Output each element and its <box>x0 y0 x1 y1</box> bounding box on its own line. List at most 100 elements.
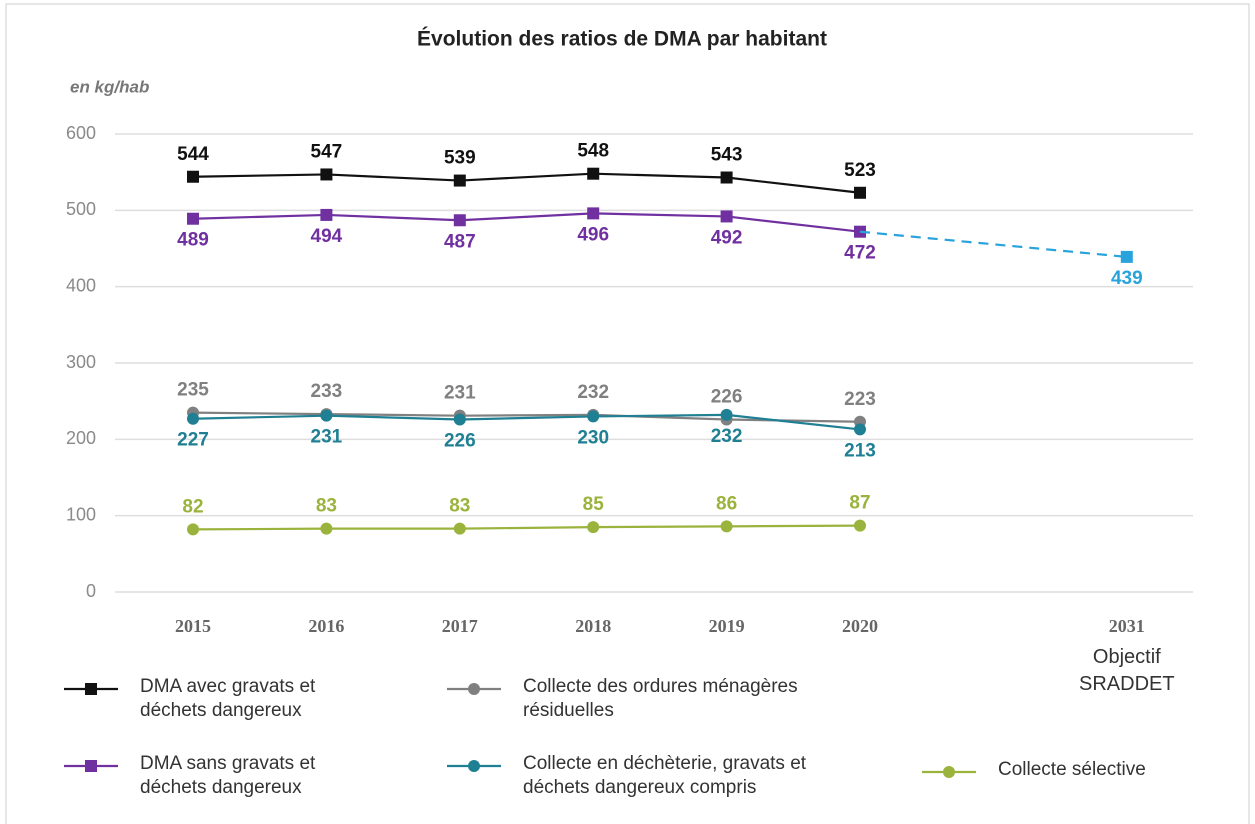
data-label: 235 <box>177 380 209 401</box>
data-label: 496 <box>577 224 609 245</box>
x-tick-label: 2031 <box>1109 616 1145 636</box>
legend-item: Collecte des ordures ménagères résiduell… <box>445 675 865 725</box>
marker <box>720 408 733 421</box>
legend-label: Collecte en déchèterie, gravats et déche… <box>523 753 807 798</box>
y-tick-label: 400 <box>66 275 96 295</box>
marker <box>854 423 866 436</box>
series-line <box>192 172 861 194</box>
marker <box>854 186 866 199</box>
legend-swatch <box>922 766 976 778</box>
frame <box>5 3 1250 824</box>
x-tick-label: 2015 <box>175 616 211 636</box>
y-tick-label: 100 <box>66 504 96 524</box>
legend-label: DMA avec gravats et déchets dangereux <box>140 676 316 721</box>
data-label: 233 <box>311 381 343 402</box>
legend-label: Collecte des ordures ménagères résiduell… <box>523 676 798 721</box>
x-tick-label: 2019 <box>709 616 745 636</box>
x-tick-label: 2018 <box>575 616 611 636</box>
data-label: 523 <box>844 160 876 181</box>
data-label: 85 <box>583 494 605 515</box>
data-label: 231 <box>444 383 476 404</box>
data-label: 230 <box>577 427 609 448</box>
data-label: 223 <box>844 389 876 410</box>
legend-marker <box>943 766 955 778</box>
series-line <box>192 524 861 531</box>
legend-marker <box>85 683 97 695</box>
marker <box>320 208 333 221</box>
legend-item: Collecte sélective <box>920 758 1220 808</box>
data-label: 439 <box>1111 268 1143 289</box>
series-line <box>192 212 861 233</box>
data-label: 547 <box>311 141 343 162</box>
data-label: 232 <box>711 426 743 447</box>
marker <box>453 413 466 426</box>
marker <box>453 214 466 227</box>
legend-swatch <box>64 683 118 695</box>
marker <box>187 412 199 425</box>
marker <box>587 410 600 423</box>
marker <box>320 168 333 181</box>
legend-item: DMA sans gravats et déchets dangereux <box>62 752 382 802</box>
x-annotation: Objectif SRADDET <box>1079 646 1175 695</box>
marker <box>187 170 199 183</box>
legend-swatch <box>447 760 501 772</box>
data-label: 83 <box>316 496 337 517</box>
y-tick-label: 300 <box>66 352 96 372</box>
marker <box>453 522 466 535</box>
data-label: 83 <box>449 496 470 517</box>
data-label: 539 <box>444 148 476 169</box>
data-label: 494 <box>311 226 343 247</box>
y-tick-label: 500 <box>66 199 96 219</box>
x-tick-label: 2020 <box>842 616 878 636</box>
series-line <box>192 413 861 431</box>
data-label: 472 <box>844 243 876 264</box>
legend-item: Collecte en déchèterie, gravats et déche… <box>445 752 865 802</box>
marker <box>187 523 199 536</box>
data-label: 213 <box>844 440 876 461</box>
data-label: 82 <box>182 496 203 517</box>
legend-marker <box>468 760 480 772</box>
legend-label: Collecte sélective <box>998 759 1146 780</box>
marker <box>720 171 733 184</box>
marker <box>854 519 866 532</box>
marker <box>587 207 600 220</box>
series-line <box>859 230 1127 258</box>
y-tick-label: 0 <box>86 581 96 601</box>
data-label: 226 <box>444 431 476 452</box>
data-label: 543 <box>711 145 743 166</box>
data-label: 489 <box>177 230 209 251</box>
marker <box>587 521 600 534</box>
legend-item: DMA avec gravats et déchets dangereux <box>62 675 382 725</box>
data-label: 548 <box>577 141 609 162</box>
legend-marker <box>468 683 480 695</box>
y-tick-label: 600 <box>66 123 96 143</box>
data-label: 227 <box>177 430 209 451</box>
legend-swatch <box>64 760 118 772</box>
marker <box>1120 250 1133 263</box>
marker <box>320 522 333 535</box>
chart-title: Évolution des ratios de DMA par habitant <box>417 28 827 51</box>
legend-swatch <box>447 683 501 695</box>
marker <box>587 167 600 180</box>
y-unit: en kg/hab <box>70 77 149 96</box>
data-label: 86 <box>716 493 737 514</box>
data-label: 231 <box>311 427 343 448</box>
marker <box>720 210 733 223</box>
data-label: 492 <box>711 227 743 248</box>
marker <box>453 174 466 187</box>
data-label: 87 <box>849 493 870 514</box>
x-tick-label: 2017 <box>442 616 478 636</box>
data-label: 226 <box>711 387 743 408</box>
legend-marker <box>85 760 97 772</box>
series-line <box>192 411 861 423</box>
marker <box>187 212 199 225</box>
data-label: 544 <box>177 144 209 165</box>
data-label: 232 <box>577 382 609 403</box>
marker <box>320 409 333 422</box>
x-tick-label: 2016 <box>308 616 344 636</box>
marker <box>720 520 733 533</box>
data-label: 487 <box>444 231 476 252</box>
y-tick-label: 200 <box>66 428 96 448</box>
